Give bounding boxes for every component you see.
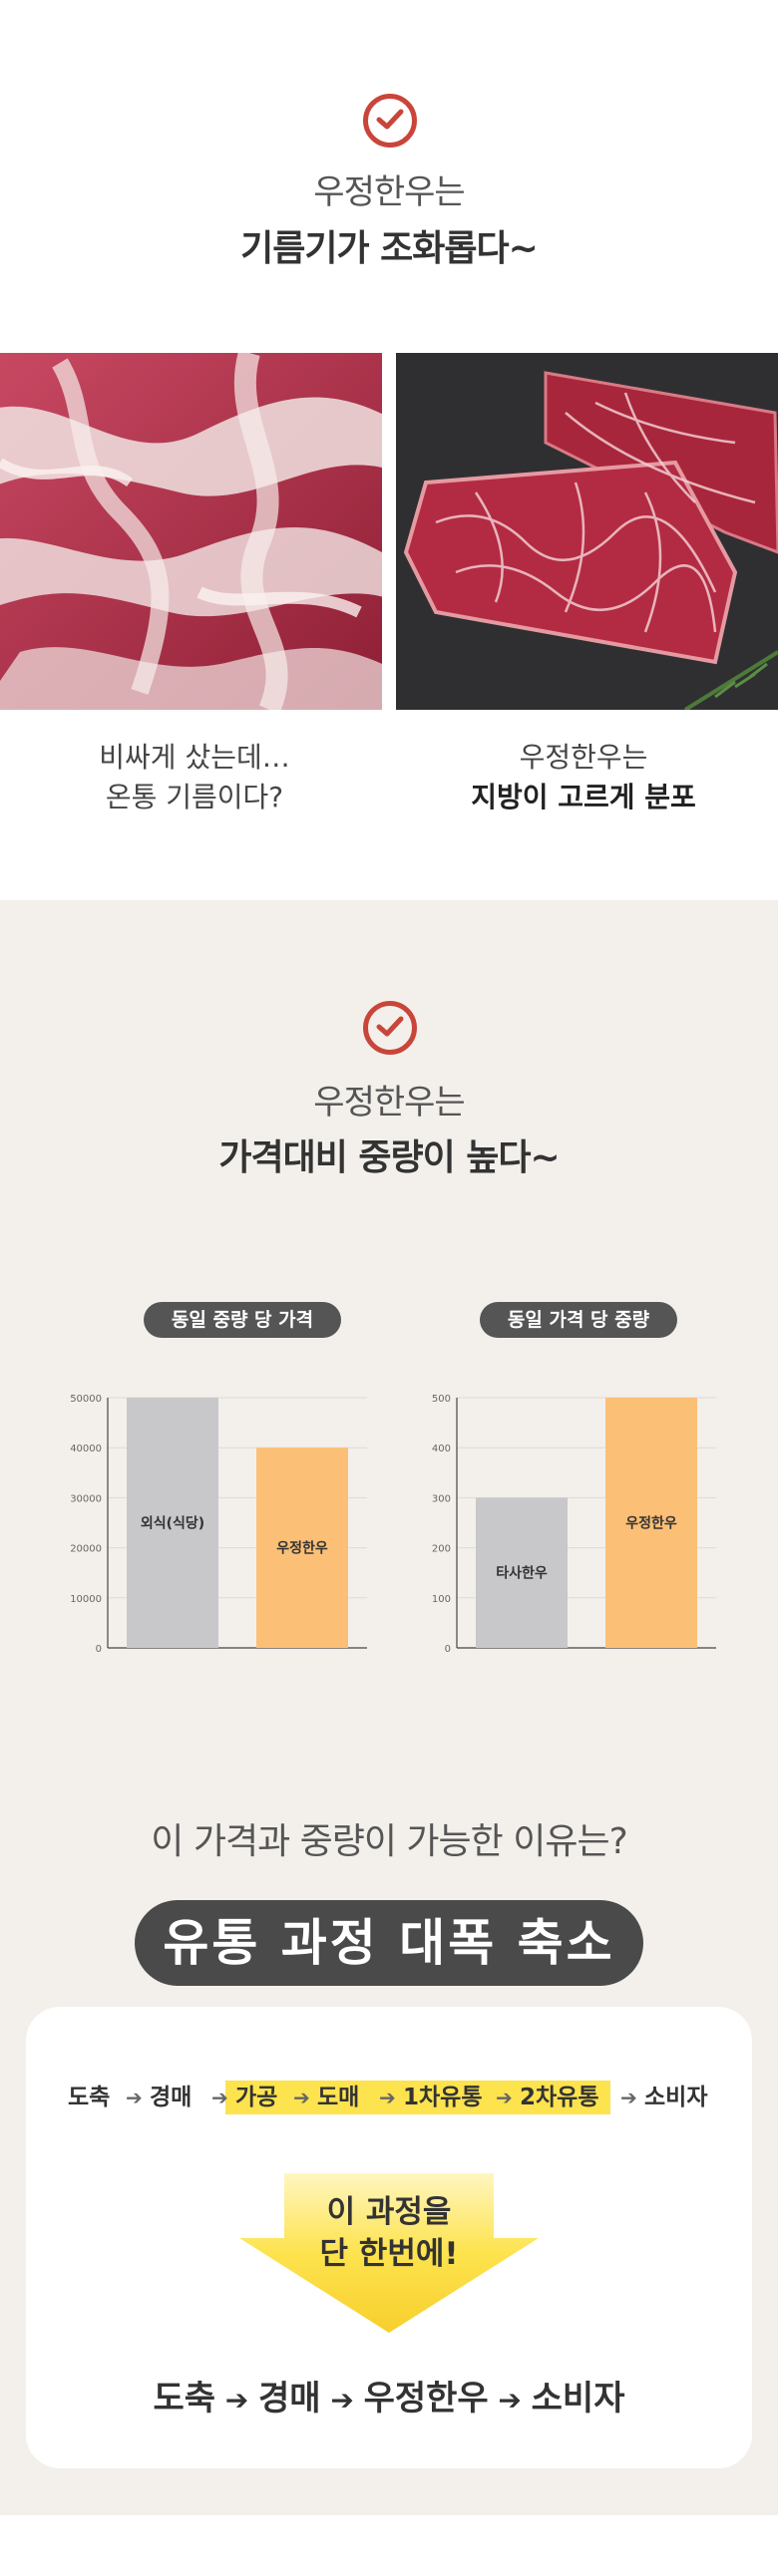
final-step: 경매: [258, 2379, 321, 2418]
weight-per-price-chart: 0 100 200 300 400 500 타사한우 우정한우: [399, 1381, 728, 1660]
price-per-weight-chart: 0 10000 20000 30000 40000 50000 외식(식당) 우정한우: [50, 1381, 379, 1660]
y-tick-label: 0: [96, 1644, 102, 1655]
section-title: 기름기가 조화롭다~: [0, 219, 778, 271]
y-tick-label: 20000: [70, 1544, 102, 1555]
fatty-beef-photo: [0, 353, 382, 710]
arrow-right-icon: ➔: [321, 2384, 364, 2416]
reason-question: 이 가격과 중량이 가능한 이유는?: [0, 1812, 778, 1864]
y-tick-label: 300: [432, 1493, 451, 1504]
flow-step: 가공: [235, 2081, 277, 2114]
chart-right-title-pill: 동일 가격 당 중량: [480, 1302, 677, 1338]
arrow-text-line2: 단 한번에!: [239, 2233, 539, 2275]
bar-label: 외식(식당): [141, 1515, 204, 1532]
bar-label: 타사한우: [496, 1566, 548, 1582]
y-tick-label: 40000: [70, 1444, 102, 1454]
y-tick-label: 400: [432, 1444, 451, 1454]
flow-step: 소비자: [644, 2081, 707, 2114]
flow-step: 2차유통: [520, 2081, 598, 2114]
section-subtitle: 우정한우는: [0, 164, 778, 213]
y-tick-label: 500: [432, 1394, 451, 1405]
right-caption: 우정한우는 지방이 고르게 분포: [389, 738, 778, 817]
y-tick-label: 100: [432, 1594, 451, 1605]
right-caption-line1: 우정한우는: [389, 738, 778, 778]
left-caption: 비싸게 샀는데… 온통 기름이다?: [0, 738, 389, 817]
y-tick-label: 50000: [70, 1394, 102, 1405]
bar-label: 우정한우: [276, 1540, 328, 1557]
bottom-spacer: [0, 2515, 778, 2576]
section-subtitle: 우정한우는: [0, 1075, 778, 1124]
arrow-text-line1: 이 과정을: [239, 2191, 539, 2233]
check-circle-icon: [363, 1001, 417, 1055]
arrow-right-icon: ➔: [496, 2081, 513, 2114]
left-caption-line1: 비싸게 샀는데…: [0, 738, 389, 778]
chart-left-title-pill: 동일 중량 당 가격: [144, 1302, 341, 1338]
flow-step: 경매: [150, 2081, 192, 2114]
y-tick-label: 10000: [70, 1594, 102, 1605]
arrow-right-icon: ➔: [215, 2384, 258, 2416]
y-tick-label: 200: [432, 1544, 451, 1555]
final-step: 도축: [154, 2379, 216, 2418]
arrow-right-icon: ➔: [211, 2081, 228, 2114]
arrow-text: 이 과정을 단 한번에!: [239, 2191, 539, 2275]
bar-label: 우정한우: [625, 1515, 677, 1532]
final-step: 소비자: [532, 2379, 625, 2418]
marbled-beef-photo: [396, 353, 778, 710]
headline-pill: 유통 과정 대폭 축소: [135, 1900, 643, 1986]
simplified-flow: 도축 ➔ 경매 ➔ 우정한우 ➔ 소비자: [0, 2371, 778, 2419]
arrow-right-icon: ➔: [126, 2081, 143, 2114]
flow-step: 도축: [68, 2081, 110, 2114]
arrow-right-icon: ➔: [379, 2081, 396, 2114]
arrow-right-icon: ➔: [293, 2081, 310, 2114]
flow-step: 1차유통: [403, 2081, 482, 2114]
y-tick-label: 0: [445, 1644, 451, 1655]
y-tick-label: 30000: [70, 1493, 102, 1504]
arrow-right-icon: ➔: [489, 2384, 532, 2416]
arrow-right-icon: ➔: [620, 2081, 637, 2114]
left-caption-line2: 온통 기름이다?: [0, 778, 389, 817]
section-title: 가격대비 중량이 높다~: [0, 1128, 778, 1180]
check-circle-icon: [363, 94, 417, 148]
flow-step: 도매: [317, 2081, 359, 2114]
right-caption-line2: 지방이 고르게 분포: [389, 778, 778, 817]
final-step: 우정한우: [364, 2379, 489, 2418]
marbling-section: 우정한우는 기름기가 조화롭다~: [0, 0, 778, 900]
